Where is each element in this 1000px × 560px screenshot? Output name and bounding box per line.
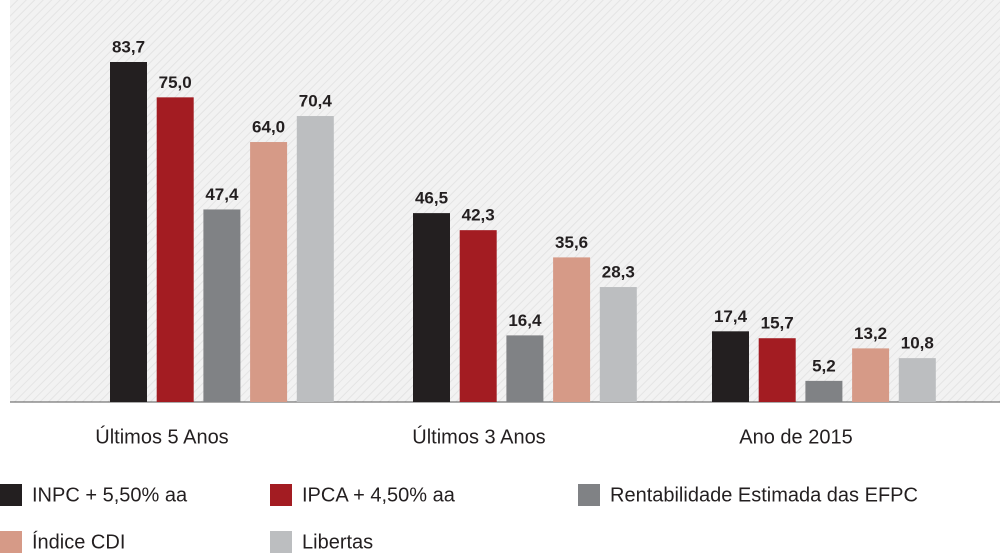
legend-swatch [270, 484, 292, 506]
data-label: 17,4 [714, 307, 748, 326]
data-label: 70,4 [299, 92, 333, 111]
bar [712, 331, 749, 402]
bar [553, 257, 591, 402]
data-label: 5,2 [812, 356, 836, 375]
data-label: 13,2 [854, 324, 887, 343]
bar [459, 230, 497, 402]
bar [413, 213, 450, 402]
data-label: 15,7 [761, 314, 794, 333]
data-label: 75,0 [159, 73, 192, 92]
legend-swatch [0, 531, 22, 553]
data-label: 46,5 [415, 189, 448, 208]
bar [758, 338, 796, 402]
legend-swatch [578, 484, 600, 506]
legend-label: Libertas [302, 531, 373, 553]
bar [852, 348, 890, 402]
data-label: 28,3 [602, 263, 635, 282]
x-tick-label: Ano de 2015 [739, 426, 852, 448]
bar [506, 335, 544, 402]
bar [250, 142, 288, 402]
bar [805, 380, 843, 402]
bar [110, 62, 147, 402]
data-label: 16,4 [508, 311, 542, 330]
bar [203, 209, 241, 402]
bar [296, 116, 334, 403]
legend-label: Índice CDI [32, 530, 125, 553]
legend-label: Rentabilidade Estimada das EFPC [610, 484, 918, 506]
data-label: 83,7 [112, 37, 145, 56]
data-label: 10,8 [901, 334, 934, 353]
bar [156, 97, 194, 402]
legend-label: IPCA + 4,50% aa [302, 484, 456, 506]
data-label: 42,3 [462, 206, 495, 225]
x-tick-label: Últimos 5 Anos [95, 425, 228, 448]
legend-swatch [0, 484, 22, 506]
data-label: 35,6 [555, 233, 588, 252]
x-tick-label: Últimos 3 Anos [412, 425, 545, 448]
data-label: 64,0 [252, 118, 285, 137]
bar [898, 358, 936, 402]
data-label: 47,4 [205, 185, 239, 204]
legend-label: INPC + 5,50% aa [32, 484, 188, 506]
bar [599, 287, 637, 402]
legend-swatch [270, 531, 292, 553]
